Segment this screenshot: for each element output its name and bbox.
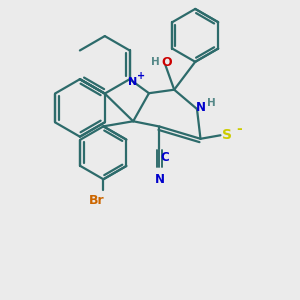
Text: Br: Br — [89, 194, 105, 208]
Text: N: N — [154, 173, 164, 186]
Text: N: N — [128, 77, 137, 87]
Text: +: + — [137, 71, 145, 81]
Text: H: H — [207, 98, 216, 108]
Text: H: H — [151, 57, 159, 68]
Text: C: C — [160, 151, 169, 164]
Text: N: N — [196, 101, 206, 114]
Text: -: - — [236, 122, 242, 136]
Text: O: O — [162, 56, 172, 69]
Text: S: S — [223, 128, 232, 142]
